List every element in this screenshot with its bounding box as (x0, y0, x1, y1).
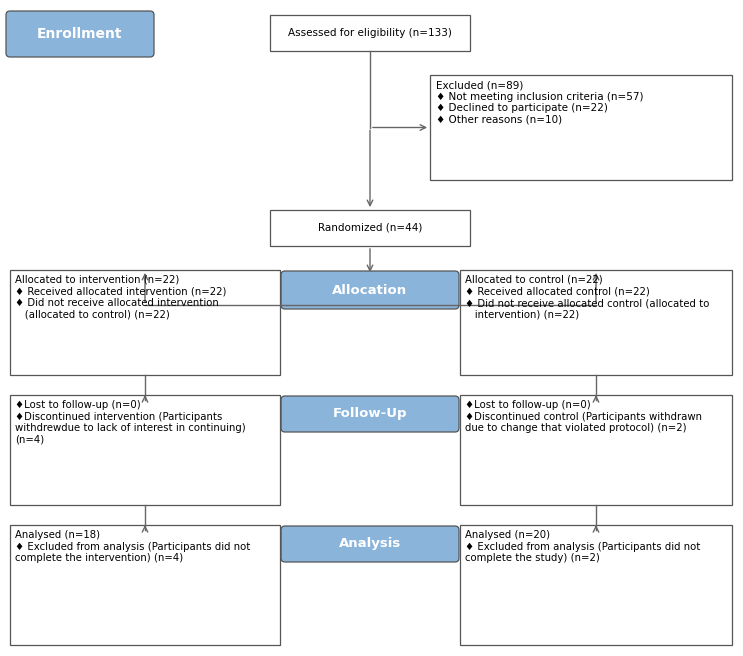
Text: Enrollment: Enrollment (37, 27, 123, 41)
Text: Allocation: Allocation (332, 283, 408, 297)
Text: Randomized (n=44): Randomized (n=44) (318, 223, 422, 233)
Text: Analysed (n=20)
♦ Excluded from analysis (Participants did not
complete the stud: Analysed (n=20) ♦ Excluded from analysis… (465, 530, 701, 564)
Bar (460, 525, 732, 645)
FancyBboxPatch shape (281, 526, 459, 562)
Text: Allocated to intervention (n=22)
♦ Received allocated intervention (n=22)
♦ Did : Allocated to intervention (n=22) ♦ Recei… (15, 275, 227, 320)
Text: Follow-Up: Follow-Up (333, 407, 407, 420)
FancyBboxPatch shape (6, 11, 154, 57)
Text: Assessed for eligibility (n=133): Assessed for eligibility (n=133) (288, 28, 452, 38)
Text: ♦Lost to follow-up (n=0)
♦Discontinued control (Participants withdrawn
due to ch: ♦Lost to follow-up (n=0) ♦Discontinued c… (465, 400, 702, 433)
Bar (460, 270, 732, 375)
Text: Analysis: Analysis (339, 537, 401, 550)
FancyBboxPatch shape (281, 396, 459, 432)
Bar (460, 395, 732, 505)
Bar (10, 525, 280, 645)
Text: Analysed (n=18)
♦ Excluded from analysis (Participants did not
complete the inte: Analysed (n=18) ♦ Excluded from analysis… (15, 530, 250, 564)
Text: Excluded (n=89)
♦ Not meeting inclusion criteria (n=57)
♦ Declined to participat: Excluded (n=89) ♦ Not meeting inclusion … (436, 80, 643, 125)
Bar (270, 210, 470, 246)
Bar (270, 15, 470, 51)
Bar (10, 270, 280, 375)
Text: Allocated to control (n=22)
♦ Received allocated control (n=22)
♦ Did not receiv: Allocated to control (n=22) ♦ Received a… (465, 275, 710, 320)
Bar (430, 75, 732, 180)
FancyBboxPatch shape (281, 271, 459, 309)
Bar (10, 395, 280, 505)
Text: ♦Lost to follow-up (n=0)
♦Discontinued intervention (Participants
withdrewdue to: ♦Lost to follow-up (n=0) ♦Discontinued i… (15, 400, 246, 445)
